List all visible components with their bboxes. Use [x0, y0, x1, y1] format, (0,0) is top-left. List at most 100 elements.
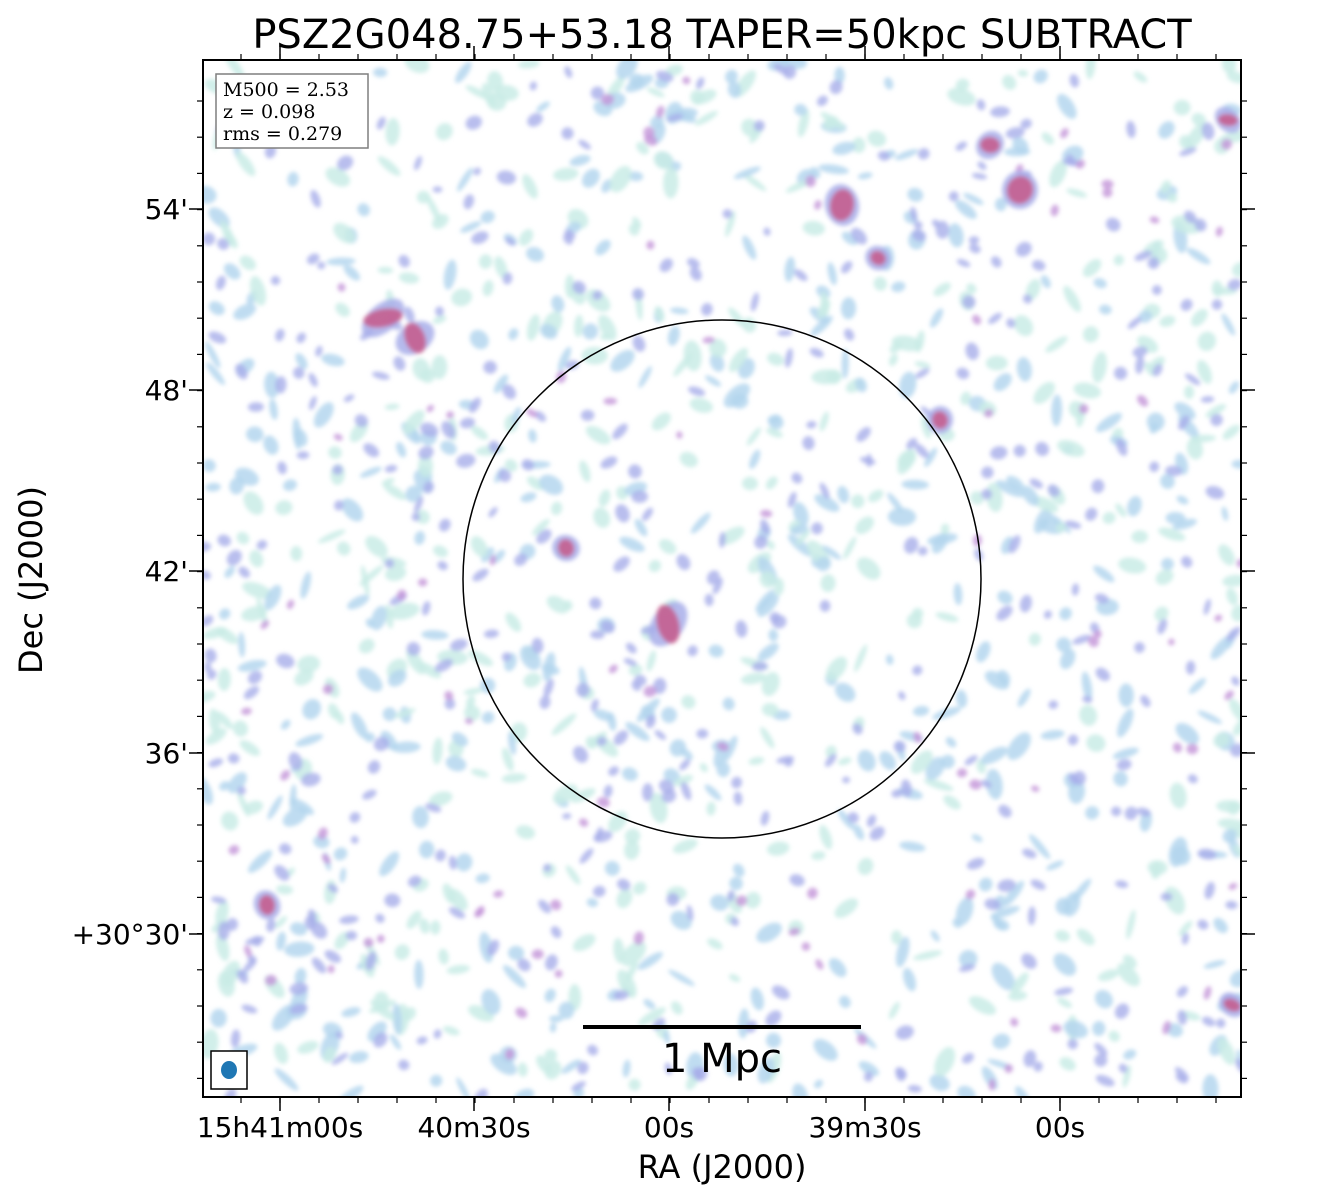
emission-blob — [402, 1007, 417, 1021]
emission-blob — [585, 425, 611, 445]
emission-blob — [907, 187, 924, 202]
emission-blob — [511, 407, 522, 425]
emission-blob — [601, 179, 613, 193]
emission-blob — [375, 913, 385, 923]
emission-blob — [505, 612, 522, 632]
emission-blob — [1117, 708, 1134, 738]
emission-blob — [947, 87, 976, 106]
emission-blob — [1168, 638, 1175, 646]
emission-blob — [205, 728, 227, 745]
emission-blob — [1126, 120, 1136, 139]
emission-blob — [889, 341, 902, 354]
emission-blob — [335, 302, 350, 317]
emission-blob — [527, 113, 543, 127]
emission-blob — [211, 896, 227, 904]
emission-blob — [482, 280, 494, 297]
emission-blob — [1096, 412, 1122, 433]
emission-blob — [676, 554, 691, 571]
emission-blob — [991, 914, 1005, 931]
emission-blob — [283, 479, 297, 491]
emission-blob — [264, 371, 280, 399]
emission-blob — [899, 371, 917, 399]
emission-blob — [501, 773, 527, 783]
emission-blob — [508, 731, 517, 755]
emission-blob — [776, 755, 795, 764]
emission-blob — [994, 197, 1007, 212]
emission-blob — [1022, 294, 1033, 304]
emission-blob — [470, 425, 489, 440]
mass-label: M500 = 2.53 — [223, 79, 349, 101]
emission-blob — [1021, 953, 1037, 969]
emission-blob — [1059, 1057, 1076, 1071]
emission-blob — [590, 86, 605, 100]
emission-blob — [793, 502, 809, 527]
emission-blob — [820, 574, 836, 593]
emission-blob — [638, 1007, 666, 1026]
emission-blob — [806, 420, 817, 429]
emission-blob — [414, 959, 424, 989]
emission-blob — [432, 186, 443, 193]
emission-blob — [1098, 969, 1119, 982]
emission-blob — [473, 167, 481, 176]
emission-blob — [593, 885, 606, 898]
emission-blob — [1113, 254, 1124, 266]
emission-blob — [550, 899, 562, 911]
emission-blob — [819, 411, 829, 432]
emission-blob — [945, 737, 957, 748]
emission-blob — [208, 301, 225, 316]
emission-blob — [913, 731, 922, 743]
emission-blob — [1150, 862, 1162, 880]
emission-blob — [398, 272, 420, 284]
emission-blob — [367, 1021, 387, 1042]
emission-blob — [379, 851, 400, 877]
emission-blob — [334, 931, 350, 950]
emission-blob — [270, 275, 281, 286]
emission-blob — [456, 1077, 470, 1097]
emission-blob — [481, 83, 496, 108]
emission-blob — [569, 155, 591, 166]
emission-blob — [1095, 667, 1110, 681]
emission-blob — [1021, 485, 1039, 506]
emission-blob — [593, 507, 611, 528]
emission-blob — [1229, 969, 1241, 988]
emission-blob — [300, 571, 311, 599]
emission-blob — [774, 578, 784, 596]
emission-blob — [433, 545, 448, 558]
emission-blob — [435, 122, 453, 141]
emission-blob — [362, 789, 377, 800]
emission-blob — [811, 522, 823, 535]
emission-blob — [546, 595, 569, 614]
emission-blob — [590, 698, 599, 712]
emission-blob — [475, 873, 490, 884]
emission-blob — [834, 898, 859, 918]
emission-blob — [423, 481, 434, 494]
emission-blob — [981, 466, 994, 479]
emission-blob — [746, 427, 762, 446]
emission-blob — [508, 328, 519, 340]
emission-blob — [308, 372, 318, 387]
emission-blob — [619, 536, 645, 552]
emission-blob — [1085, 806, 1100, 820]
emission-blob — [791, 472, 803, 484]
emission-blob — [227, 753, 240, 764]
emission-blob — [1223, 998, 1241, 1012]
rms-label: rms = 0.279 — [223, 123, 342, 145]
emission-blob — [365, 535, 388, 558]
emission-blob — [730, 917, 739, 927]
emission-blob — [389, 1034, 402, 1050]
emission-blob — [471, 231, 489, 244]
emission-blob — [794, 103, 808, 116]
emission-blob — [980, 779, 992, 788]
emission-blob — [704, 784, 722, 801]
emission-blob — [540, 323, 558, 340]
emission-blob — [912, 607, 924, 620]
emission-blob — [955, 897, 974, 926]
emission-blob — [915, 368, 930, 379]
emission-blob — [514, 553, 528, 566]
emission-blob — [930, 308, 944, 328]
emission-blob — [604, 861, 620, 876]
emission-blob — [648, 559, 662, 573]
emission-blob — [659, 258, 673, 273]
emission-blob — [1032, 260, 1046, 271]
emission-blob — [985, 355, 1008, 371]
